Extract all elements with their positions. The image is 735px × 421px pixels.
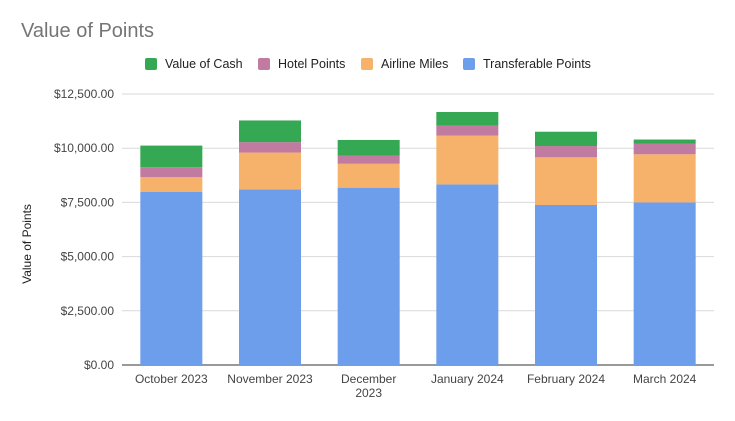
chart-title: Value of Points [21, 20, 155, 42]
x-tick-label: February 2024 [527, 372, 605, 386]
y-tick-label: $12,500.00 [54, 87, 114, 101]
bar-segment-airline-miles[interactable] [436, 135, 499, 185]
legend-swatch [145, 58, 157, 70]
legend-item-hotel-points[interactable]: Hotel Points [258, 57, 345, 71]
bar-segment-value-of-cash[interactable] [239, 120, 301, 143]
bar-segment-value-of-cash[interactable] [140, 145, 203, 168]
legend-item-value-of-cash[interactable]: Value of Cash [145, 57, 243, 71]
legend-swatch [463, 58, 475, 70]
bar-segment-transferable-points[interactable] [140, 191, 203, 365]
bar-segment-transferable-points[interactable] [436, 184, 499, 365]
y-tick-label: $10,000.00 [54, 141, 114, 155]
bar-segment-hotel-points[interactable] [239, 142, 301, 153]
bar-segment-airline-miles[interactable] [140, 177, 203, 192]
legend-label: Transferable Points [483, 57, 591, 71]
bar-segment-hotel-points[interactable] [633, 143, 696, 155]
y-tick-label: $2,500.00 [61, 304, 115, 318]
bar-segment-transferable-points[interactable] [239, 189, 301, 365]
bar-segment-value-of-cash[interactable] [337, 139, 400, 156]
bar-segment-value-of-cash[interactable] [633, 139, 696, 144]
bar-segment-value-of-cash[interactable] [436, 111, 499, 126]
bar-segment-transferable-points[interactable] [633, 202, 696, 365]
bar-segment-hotel-points[interactable] [436, 125, 499, 136]
y-tick-label: $7,500.00 [61, 195, 115, 209]
legend-label: Airline Miles [381, 57, 449, 71]
bar-segment-airline-miles[interactable] [535, 157, 597, 206]
x-tick-label: October 2023 [135, 372, 208, 386]
bar-segment-airline-miles[interactable] [633, 154, 696, 203]
x-tick-label: November 2023 [227, 372, 313, 386]
legend-item-transferable-points[interactable]: Transferable Points [463, 57, 591, 71]
bar-segment-airline-miles[interactable] [239, 152, 301, 190]
legend-item-airline-miles[interactable]: Airline Miles [361, 57, 448, 71]
bar-segment-value-of-cash[interactable] [535, 131, 597, 147]
bar-segment-hotel-points[interactable] [140, 167, 203, 178]
legend: Value of Cash Hotel Points Airline Miles… [0, 57, 735, 77]
legend-label: Hotel Points [278, 57, 346, 71]
legend-swatch [361, 58, 373, 70]
x-tick-label: March 2024 [633, 372, 697, 386]
bar-segment-hotel-points[interactable] [337, 155, 400, 164]
y-tick-label: $0.00 [84, 358, 114, 372]
y-tick-label: $5,000.00 [61, 250, 115, 264]
x-tick-label: December 2023 [341, 372, 396, 400]
bar-segment-hotel-points[interactable] [535, 146, 597, 158]
legend-label: Value of Cash [165, 57, 243, 71]
x-tick-label: January 2024 [431, 372, 504, 386]
bar-segment-airline-miles[interactable] [337, 163, 400, 188]
bar-segment-transferable-points[interactable] [337, 187, 400, 365]
legend-swatch [258, 58, 270, 70]
bar-segment-transferable-points[interactable] [535, 205, 597, 365]
y-axis-title: Value of Points [20, 204, 34, 284]
